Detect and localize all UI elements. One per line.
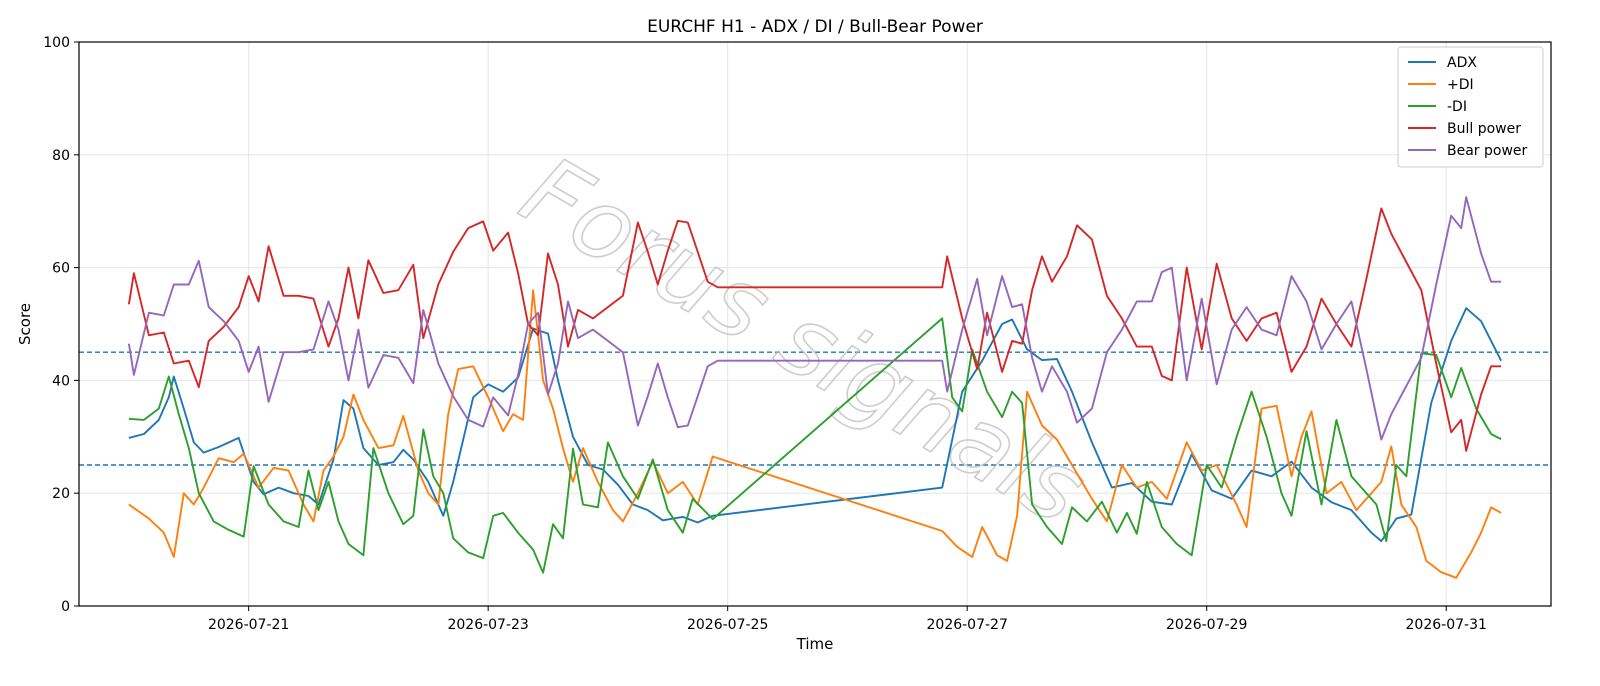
y-tick-label: 40 [52, 373, 70, 389]
legend-label-adx: ADX [1447, 55, 1477, 71]
x-tick-label: 2026-07-31 [1406, 617, 1487, 633]
legend-box [1397, 46, 1544, 168]
series-line-adx [128, 307, 1502, 543]
threshold-lines [79, 351, 1551, 466]
y-tick-label: 100 [43, 35, 70, 51]
series-line-bear-power [127, 196, 1502, 441]
series-line-di [128, 289, 1502, 579]
legend-label-bull-power: Bull power [1447, 121, 1521, 137]
legend-label-bear-power: Bear power [1447, 143, 1528, 159]
x-tick-label: 2026-07-25 [687, 617, 768, 633]
y-axis: 0 20 40 60 80 100 [43, 35, 79, 615]
y-tick-label: 20 [52, 486, 70, 502]
x-tick-label: 2026-07-21 [208, 617, 289, 633]
series-layer [127, 196, 1502, 579]
y-tick-label: 80 [52, 148, 70, 164]
x-tick-label: 2026-07-29 [1166, 617, 1247, 633]
x-tick-label: 2026-07-27 [927, 617, 1008, 633]
plot-frame [78, 41, 1552, 607]
x-axis-title: Time [796, 635, 834, 653]
legend-label-di: +DI [1447, 77, 1474, 93]
series-line-di [128, 317, 1502, 574]
x-tick-label: 2026-07-23 [447, 617, 528, 633]
y-tick-label: 60 [52, 261, 70, 277]
y-axis-title: Score [16, 303, 34, 345]
y-tick-label: 0 [61, 599, 70, 615]
legend: ADX +DI -DI Bull power Bear power [1397, 46, 1544, 168]
legend-label-di: -DI [1447, 99, 1467, 115]
chart-title: EURCHF H1 - ADX / DI / Bull-Bear Power [647, 17, 983, 37]
x-axis: 2026-07-21 2026-07-23 2026-07-25 2026-07-27… [208, 606, 1487, 633]
